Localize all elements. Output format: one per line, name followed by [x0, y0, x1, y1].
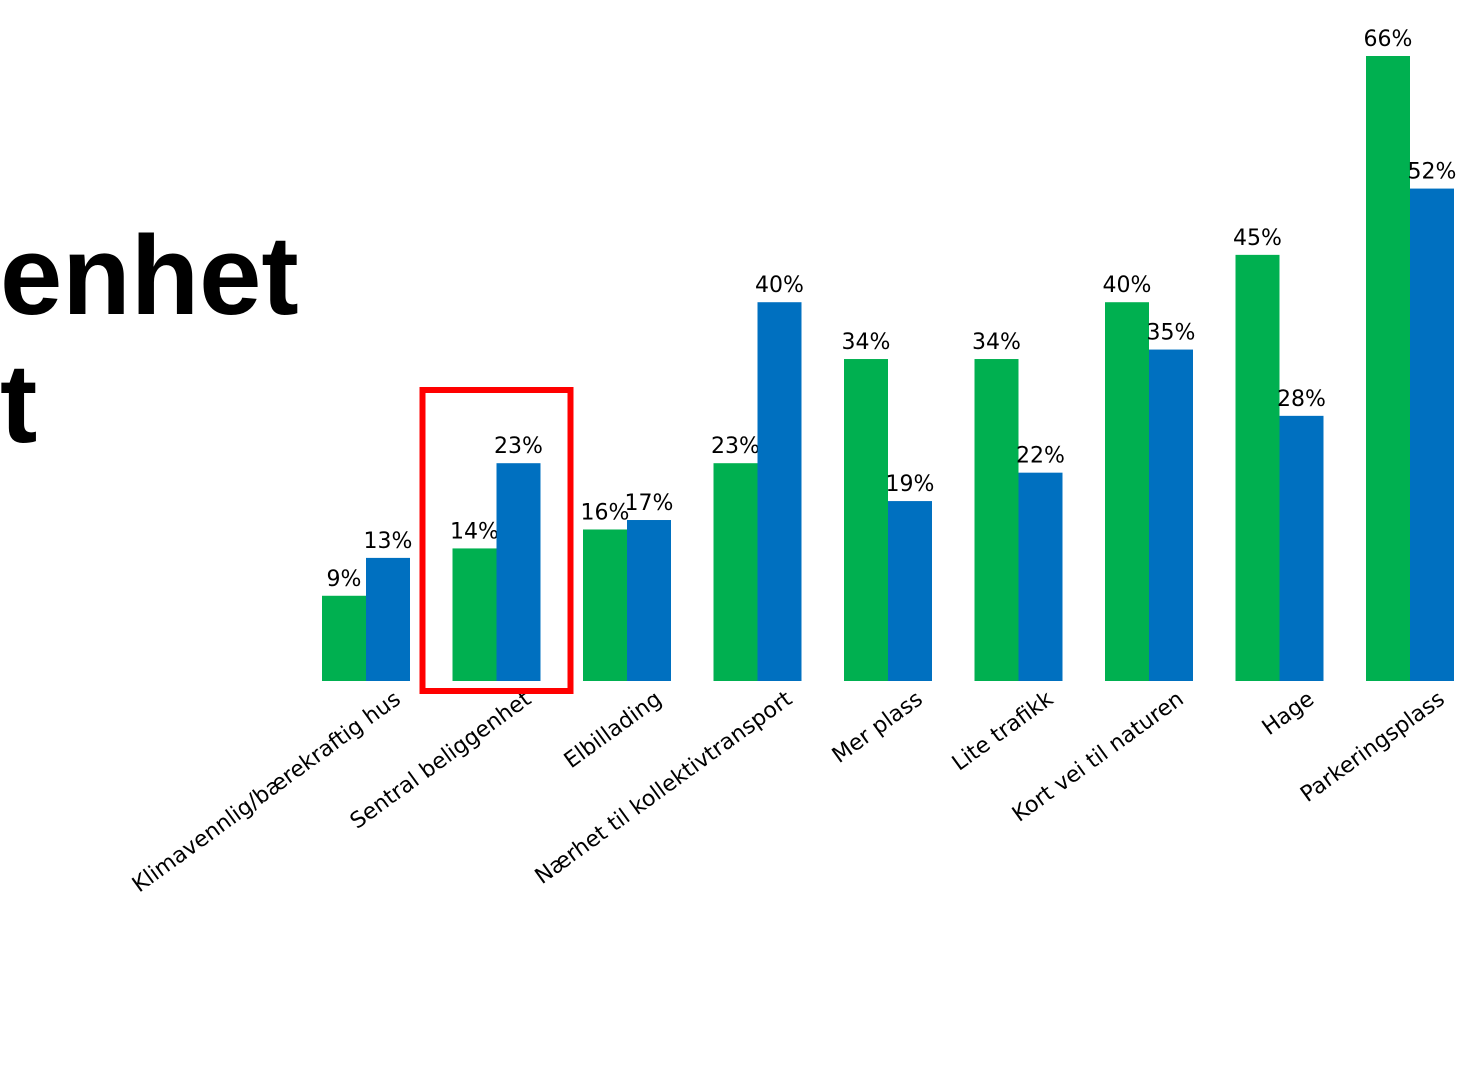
data-label: 40%	[1103, 273, 1152, 298]
title-line-2: t	[0, 341, 38, 466]
bar	[757, 302, 802, 681]
bar	[452, 548, 497, 681]
bar	[322, 595, 366, 681]
title-line-1: enhet	[0, 213, 299, 338]
data-label: 23%	[494, 434, 543, 459]
category-label: Klimavennlig/bærekraftig hus	[128, 687, 406, 898]
data-label: 19%	[886, 472, 935, 497]
data-label: 22%	[1016, 444, 1065, 469]
bar	[974, 359, 1019, 681]
data-label: 9%	[327, 567, 362, 592]
category-label: Nærhet til kollektivtransport	[531, 686, 798, 889]
bar	[888, 501, 932, 681]
data-label: 14%	[450, 519, 499, 544]
data-label: 40%	[755, 273, 804, 298]
data-label: 34%	[842, 330, 891, 355]
category-label: Elbillading	[560, 687, 667, 774]
bar	[1105, 302, 1149, 681]
bar	[713, 463, 758, 681]
bar-group: 34% 22% Lite trafikk	[948, 330, 1065, 776]
bar	[1235, 254, 1280, 681]
bar	[583, 529, 627, 681]
data-label: 35%	[1147, 321, 1196, 346]
data-label: 45%	[1233, 226, 1282, 251]
category-label: Mer plass	[828, 687, 928, 769]
bar	[366, 557, 410, 681]
data-label: 17%	[625, 491, 674, 516]
bar-group: 9%13% Klimavennlig/bærekraftig hus	[128, 529, 413, 898]
bar	[1018, 472, 1063, 681]
data-label: 34%	[972, 330, 1021, 355]
category-label: Parkeringsplass	[1296, 687, 1449, 808]
data-label: 66%	[1364, 27, 1413, 52]
data-label: 28%	[1277, 387, 1326, 412]
bar	[1149, 349, 1193, 681]
data-label: 13%	[364, 529, 413, 554]
bar	[844, 359, 888, 681]
highlight-box	[419, 387, 574, 694]
bar-group: 16%17% Elbillading	[560, 491, 674, 774]
data-label: 52%	[1408, 160, 1457, 185]
bar	[1410, 188, 1454, 682]
bar	[496, 463, 541, 681]
slide-title-fragment: enhet t	[0, 212, 299, 468]
bar-group: 34% 19% Mer plass	[828, 330, 935, 769]
category-label: Hage	[1258, 687, 1319, 741]
bar	[1366, 56, 1410, 681]
bar	[1279, 415, 1324, 681]
category-label: Lite trafikk	[948, 686, 1058, 776]
bar	[627, 520, 671, 681]
bar-group: 45% 28% Hage	[1233, 226, 1326, 741]
data-label: 23%	[711, 434, 760, 459]
data-label: 16%	[581, 500, 630, 525]
